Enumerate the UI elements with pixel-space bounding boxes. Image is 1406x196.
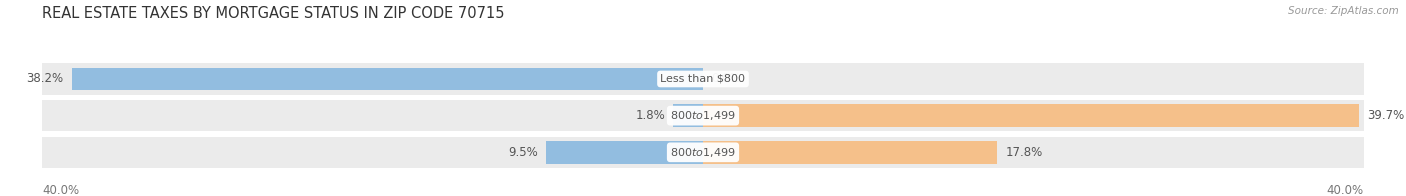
Bar: [72, 68, 703, 90]
Bar: [703, 141, 997, 164]
Text: Source: ZipAtlas.com: Source: ZipAtlas.com: [1288, 6, 1399, 16]
Text: $800 to $1,499: $800 to $1,499: [671, 109, 735, 122]
Bar: [546, 141, 703, 164]
Text: 40.0%: 40.0%: [42, 184, 79, 196]
Text: 39.7%: 39.7%: [1367, 109, 1405, 122]
Text: 0.0%: 0.0%: [711, 73, 741, 85]
Bar: [42, 63, 1364, 94]
Bar: [673, 104, 703, 127]
Text: 38.2%: 38.2%: [27, 73, 63, 85]
Text: REAL ESTATE TAXES BY MORTGAGE STATUS IN ZIP CODE 70715: REAL ESTATE TAXES BY MORTGAGE STATUS IN …: [42, 6, 505, 21]
Text: 40.0%: 40.0%: [1327, 184, 1364, 196]
Bar: [42, 100, 1364, 131]
Text: 9.5%: 9.5%: [508, 146, 537, 159]
Text: 17.8%: 17.8%: [1005, 146, 1043, 159]
Text: $800 to $1,499: $800 to $1,499: [671, 146, 735, 159]
Bar: [42, 137, 1364, 168]
Text: Less than $800: Less than $800: [661, 74, 745, 84]
Bar: [703, 104, 1358, 127]
Text: 1.8%: 1.8%: [636, 109, 665, 122]
